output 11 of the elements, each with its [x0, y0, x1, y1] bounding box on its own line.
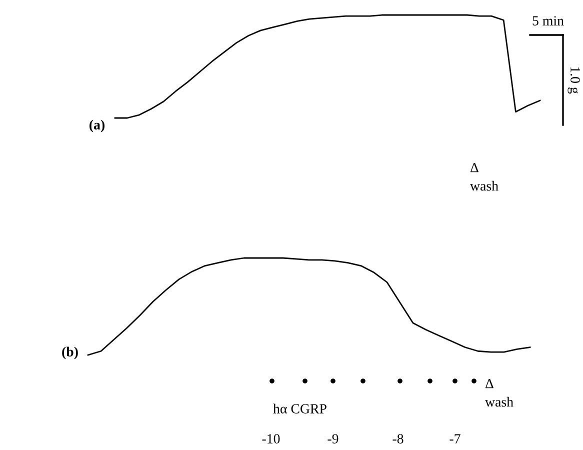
text: -10: [262, 434, 280, 444]
text: Δ wash: [485, 378, 514, 407]
text: -7: [450, 434, 460, 444]
annotation: 5 min: [532, 16, 564, 26]
text: (a): [90, 120, 104, 132]
text: 1.0 g: [568, 67, 580, 94]
text: -9: [328, 434, 338, 444]
text: (b): [62, 346, 78, 360]
text: hα CGRP: [273, 404, 326, 414]
text: Δ wash: [470, 162, 498, 191]
text: -8: [392, 434, 404, 444]
